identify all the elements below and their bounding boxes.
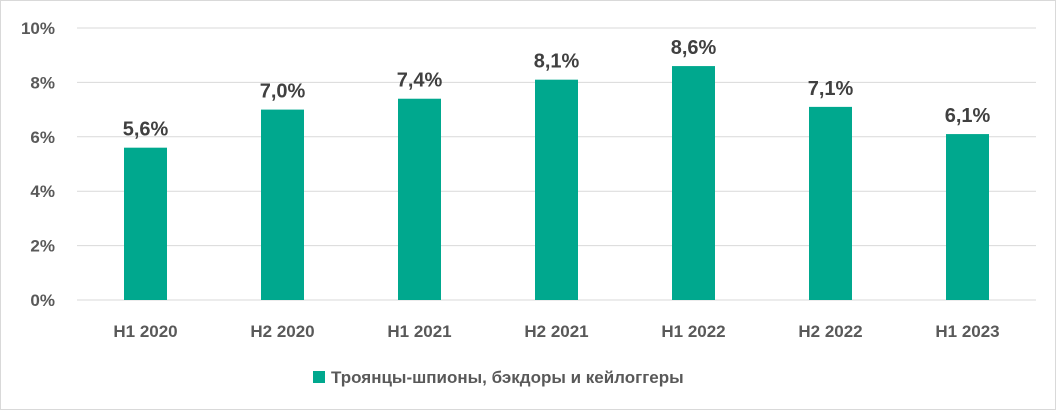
- y-tick-label: 10%: [21, 19, 55, 38]
- y-tick-label: 2%: [30, 237, 55, 256]
- x-tick-label: H2 2021: [524, 322, 588, 341]
- data-label: 7,4%: [397, 70, 443, 92]
- y-tick-label: 6%: [30, 128, 55, 147]
- data-label: 6,1%: [945, 105, 991, 127]
- data-label: 8,1%: [534, 51, 580, 73]
- bar[interactable]: [672, 66, 715, 300]
- x-tick-label: H1 2022: [661, 322, 725, 341]
- y-tick-label: 0%: [30, 291, 55, 310]
- data-label: 8,6%: [671, 37, 717, 59]
- x-axis-ticks: H1 2020 H2 2020 H1 2021 H2 2021 H1 2022 H2 20…: [113, 322, 999, 341]
- bar[interactable]: [946, 134, 989, 300]
- bar[interactable]: [124, 147, 167, 300]
- x-tick-label: H2 2022: [798, 322, 862, 341]
- y-tick-label: 8%: [30, 73, 55, 92]
- legend: Троянцы-шпионы, бэкдоры и кейлоггеры: [313, 368, 684, 387]
- y-axis-ticks: 0% 2% 4% 6% 8% 10%: [21, 19, 55, 310]
- bars: [124, 66, 989, 301]
- legend-label: Троянцы-шпионы, бэкдоры и кейлоггеры: [331, 368, 684, 387]
- bar[interactable]: [535, 79, 578, 301]
- data-label: 5,6%: [123, 119, 169, 141]
- y-tick-label: 4%: [30, 182, 55, 201]
- bar[interactable]: [809, 106, 852, 300]
- legend-swatch: [313, 371, 325, 383]
- data-label: 7,0%: [260, 81, 306, 103]
- data-label: 7,1%: [808, 78, 854, 100]
- x-tick-label: H1 2020: [113, 322, 177, 341]
- data-labels: 5,6% 7,0% 7,4% 8,1% 8,6% 7,1% 6,1%: [123, 37, 991, 141]
- x-tick-label: H2 2020: [250, 322, 314, 341]
- bar[interactable]: [261, 109, 304, 300]
- x-tick-label: H1 2023: [935, 322, 999, 341]
- bar[interactable]: [398, 98, 441, 300]
- x-tick-label: H1 2021: [387, 322, 451, 341]
